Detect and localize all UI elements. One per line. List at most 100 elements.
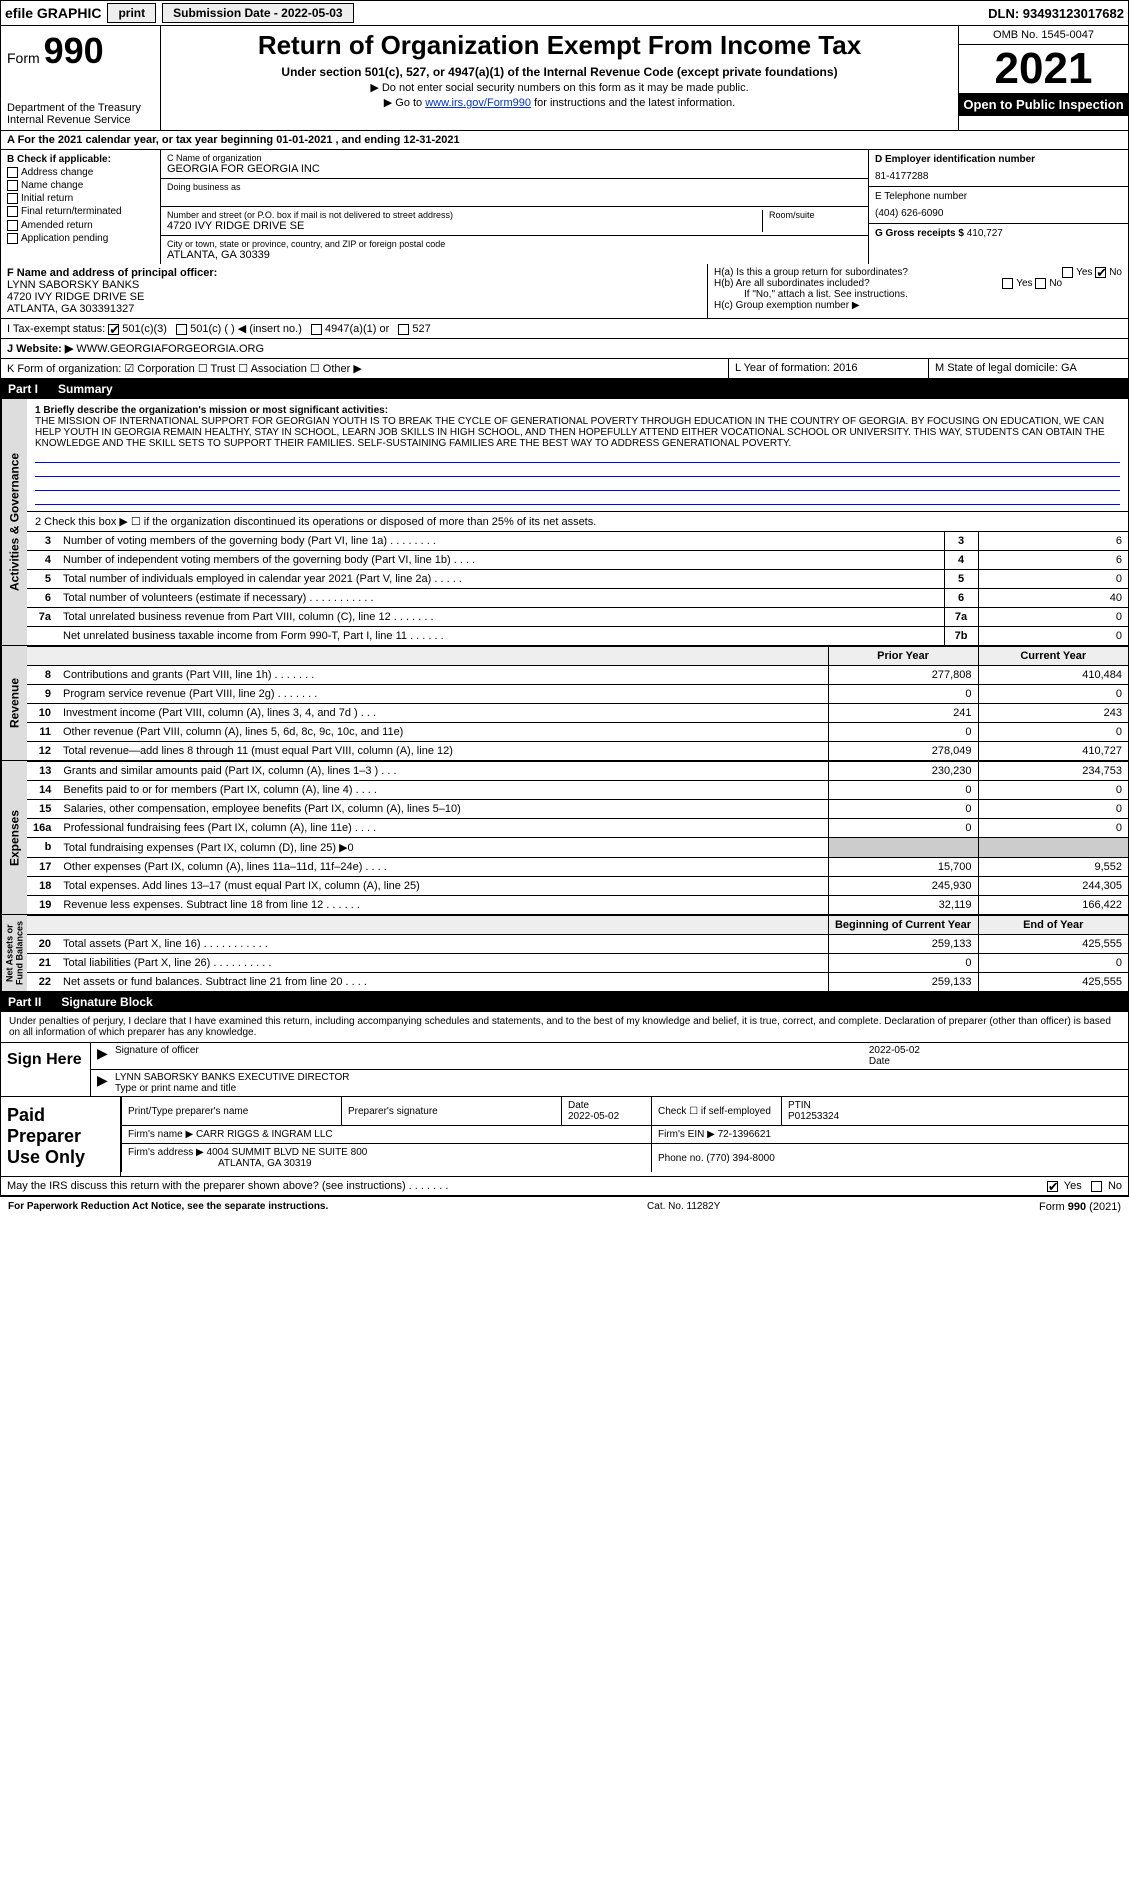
prior-value: 230,230 [828, 762, 978, 781]
website-value: WWW.GEORGIAFORGEORGIA.ORG [76, 343, 264, 355]
line-text: Program service revenue (Part VIII, line… [57, 685, 828, 704]
omb-number: OMB No. 1545-0047 [959, 26, 1128, 45]
mission-block: 1 Briefly describe the organization's mi… [27, 399, 1128, 512]
print-button[interactable]: print [107, 3, 156, 23]
year-form-label: L Year of formation: [735, 362, 830, 374]
col-prior: Beginning of Current Year [828, 916, 978, 935]
prep-date-label: Date [568, 1100, 589, 1111]
discuss-yes-chk[interactable] [1047, 1181, 1058, 1192]
irs-link[interactable]: www.irs.gov/Form990 [425, 97, 531, 109]
line-value: 0 [978, 570, 1128, 589]
current-value: 166,422 [978, 896, 1128, 915]
note-link: ▶ Go to www.irs.gov/Form990 for instruct… [169, 96, 950, 109]
line-no: 9 [27, 685, 57, 704]
line-text: Total fundraising expenses (Part IX, col… [57, 838, 828, 858]
chk-app-pending[interactable]: Application pending [7, 233, 154, 244]
prior-value: 259,133 [828, 973, 978, 992]
box-k: K Form of organization: ☑ Corporation ☐ … [1, 359, 728, 378]
prep-name-label: Print/Type preparer's name [122, 1097, 342, 1126]
discuss-no: No [1108, 1180, 1122, 1192]
chk-amended[interactable]: Amended return [7, 220, 154, 231]
gross-label: G Gross receipts $ [875, 228, 964, 239]
period-bar: A For the 2021 calendar year, or tax yea… [0, 131, 1129, 150]
netassets-table: Beginning of Current Year End of Year20 … [27, 915, 1128, 991]
signature-block: Under penalties of perjury, I declare th… [0, 1012, 1129, 1097]
current-value: 0 [978, 781, 1128, 800]
section-netassets: Net Assets or Fund Balances Beginning of… [0, 915, 1129, 992]
form-number: Form 990 [7, 30, 154, 72]
prior-value: 259,133 [828, 935, 978, 954]
chk-501c3[interactable] [108, 324, 119, 335]
line-text: Total number of individuals employed in … [57, 570, 944, 589]
prior-value: 0 [828, 781, 978, 800]
current-value: 244,305 [978, 877, 1128, 896]
col-current: End of Year [978, 916, 1128, 935]
sign-here-label: Sign Here [1, 1043, 91, 1096]
line-text: Contributions and grants (Part VIII, lin… [57, 666, 828, 685]
chk-initial-return[interactable]: Initial return [7, 193, 154, 204]
submission-date-button[interactable]: Submission Date - 2022-05-03 [162, 3, 353, 23]
box-d-e-g: D Employer identification number 81-4177… [868, 150, 1128, 264]
h-b-note: If "No," attach a list. See instructions… [714, 289, 1122, 300]
chk-501c[interactable] [176, 324, 187, 335]
line-text: Total revenue—add lines 8 through 11 (mu… [57, 742, 828, 761]
org-name-label: C Name of organization [167, 153, 862, 163]
line-value: 6 [978, 532, 1128, 551]
line-no: 5 [27, 570, 57, 589]
line-no: 16a [27, 819, 57, 838]
org-name: GEORGIA FOR GEORGIA INC [167, 163, 862, 175]
section-revenue: Revenue Prior Year Current Year8 Contrib… [0, 646, 1129, 761]
city-label: City or town, state or province, country… [167, 239, 862, 249]
line-box: 3 [944, 532, 978, 551]
line-text: Other revenue (Part VIII, column (A), li… [57, 723, 828, 742]
firm-phone-label: Phone no. [658, 1153, 704, 1164]
part1-header: Part I Summary [0, 379, 1129, 399]
line2: 2 Check this box ▶ ☐ if the organization… [27, 512, 1128, 531]
current-value: 243 [978, 704, 1128, 723]
mission-label: 1 Briefly describe the organization's mi… [35, 405, 1120, 416]
current-value: 234,753 [978, 762, 1128, 781]
sig-date-label: Date [869, 1056, 890, 1067]
addr-label: Number and street (or P.O. box if mail i… [167, 210, 762, 220]
declare-text: Under penalties of perjury, I declare th… [1, 1012, 1128, 1043]
revenue-table: Prior Year Current Year8 Contributions a… [27, 646, 1128, 760]
phone-label: E Telephone number [875, 191, 1122, 202]
prior-value: 32,119 [828, 896, 978, 915]
discuss-no-chk[interactable] [1091, 1181, 1102, 1192]
current-value: 0 [978, 723, 1128, 742]
gross-value: 410,727 [967, 228, 1003, 239]
chk-label: Initial return [21, 193, 73, 204]
chk-address-change[interactable]: Address change [7, 167, 154, 178]
mission-text: THE MISSION OF INTERNATIONAL SUPPORT FOR… [35, 416, 1120, 449]
officer-label: F Name and address of principal officer: [7, 267, 701, 279]
line-no: 20 [27, 935, 57, 954]
officer-name: LYNN SABORSKY BANKS [7, 279, 701, 291]
line-value: 0 [978, 608, 1128, 627]
chk-4947[interactable] [311, 324, 322, 335]
line-no: 19 [27, 896, 57, 915]
dba-label: Doing business as [167, 182, 862, 192]
line-text: Number of independent voting members of … [57, 551, 944, 570]
prior-value [828, 838, 978, 858]
chk-527[interactable] [398, 324, 409, 335]
line-box: 5 [944, 570, 978, 589]
current-value: 0 [978, 800, 1128, 819]
sig-name-line: LYNN SABORSKY BANKS EXECUTIVE DIRECTOR T… [91, 1070, 1128, 1096]
line-text: Number of voting members of the governin… [57, 532, 944, 551]
chk-final-return[interactable]: Final return/terminated [7, 206, 154, 217]
sig-officer-line: Signature of officer 2022-05-02 Date [91, 1043, 1128, 1070]
firm-city: ATLANTA, GA 30319 [128, 1158, 312, 1169]
line-no: 22 [27, 973, 57, 992]
chk-label: Application pending [21, 233, 108, 244]
line-no: 12 [27, 742, 57, 761]
part1-name: Summary [58, 382, 113, 396]
part2-title: Part II [8, 995, 41, 1009]
dept-treasury: Department of the Treasury [7, 102, 154, 114]
line-box: 4 [944, 551, 978, 570]
part2-name: Signature Block [61, 995, 152, 1009]
chk-name-change[interactable]: Name change [7, 180, 154, 191]
firm-phone: (770) 394-8000 [706, 1153, 774, 1164]
line-value: 6 [978, 551, 1128, 570]
prior-value: 241 [828, 704, 978, 723]
sig-name-label: Type or print name and title [115, 1083, 1120, 1094]
